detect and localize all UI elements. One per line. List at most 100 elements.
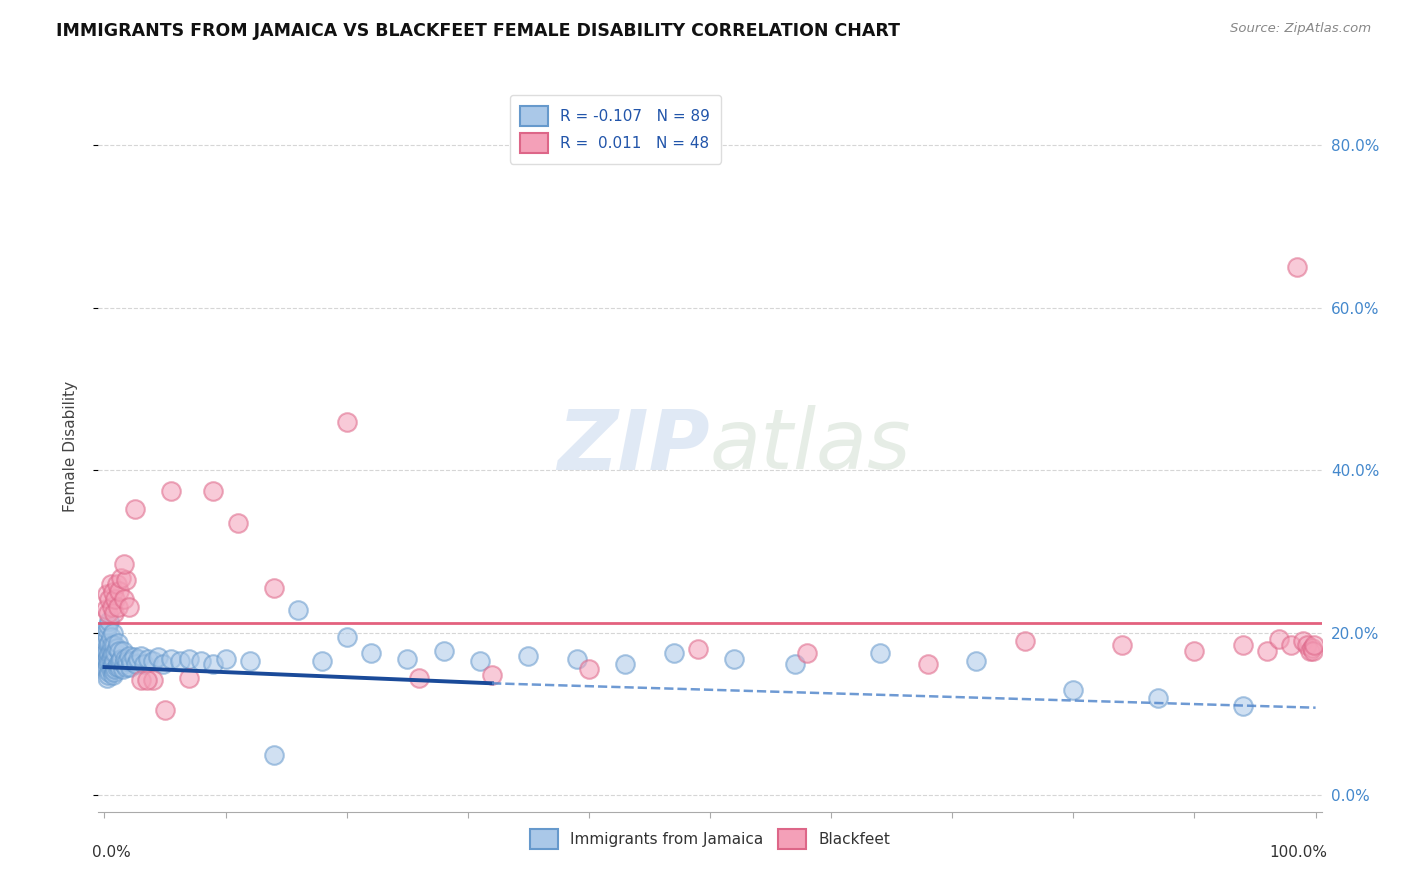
Text: Source: ZipAtlas.com: Source: ZipAtlas.com xyxy=(1230,22,1371,36)
Point xyxy=(124,502,146,516)
Point xyxy=(136,652,159,666)
Y-axis label: Female Disability: Female Disability xyxy=(63,380,77,512)
Point xyxy=(160,483,183,498)
Point xyxy=(96,644,118,658)
Point xyxy=(108,660,131,674)
Point xyxy=(468,654,491,668)
Point xyxy=(103,638,125,652)
Point xyxy=(169,654,191,668)
Point xyxy=(360,646,382,660)
Text: atlas: atlas xyxy=(710,406,911,486)
Point xyxy=(135,673,157,687)
Point xyxy=(100,630,122,644)
Point xyxy=(336,415,359,429)
Text: 0.0%: 0.0% xyxy=(93,845,131,860)
Point xyxy=(98,614,121,628)
Point xyxy=(97,606,120,620)
Point xyxy=(1268,632,1291,647)
Point xyxy=(239,654,262,668)
Point xyxy=(1184,644,1206,658)
Point xyxy=(311,654,333,668)
Point xyxy=(662,646,685,660)
Point xyxy=(1286,260,1309,275)
Point xyxy=(111,663,134,677)
Point xyxy=(336,630,359,644)
Point xyxy=(481,668,503,682)
Point xyxy=(100,663,122,677)
Point xyxy=(97,668,120,682)
Point xyxy=(565,652,588,666)
Point xyxy=(1256,644,1278,658)
Point xyxy=(98,635,121,649)
Point xyxy=(96,671,118,685)
Point xyxy=(263,581,285,595)
Point xyxy=(263,747,285,762)
Point xyxy=(179,652,201,666)
Point xyxy=(142,654,165,668)
Point xyxy=(578,663,600,677)
Point xyxy=(190,654,212,668)
Point xyxy=(101,626,124,640)
Point xyxy=(98,646,121,660)
Point xyxy=(1292,634,1315,648)
Point xyxy=(1232,699,1254,714)
Point xyxy=(103,606,125,620)
Point xyxy=(179,671,201,685)
Point xyxy=(287,603,309,617)
Point xyxy=(100,652,122,666)
Point xyxy=(97,648,120,663)
Point xyxy=(103,665,125,679)
Point xyxy=(96,652,118,666)
Point xyxy=(98,654,121,668)
Point xyxy=(125,657,148,671)
Point xyxy=(94,663,117,677)
Point xyxy=(108,644,131,658)
Point xyxy=(614,657,637,671)
Point xyxy=(214,652,236,666)
Point xyxy=(114,652,136,666)
Point xyxy=(134,657,156,671)
Point xyxy=(97,617,120,632)
Point xyxy=(111,644,134,658)
Point xyxy=(107,657,129,671)
Point xyxy=(146,650,169,665)
Point xyxy=(1298,644,1320,658)
Point xyxy=(107,635,129,649)
Point xyxy=(160,652,183,666)
Point xyxy=(104,591,127,606)
Point xyxy=(101,585,124,599)
Point xyxy=(1296,638,1319,652)
Point xyxy=(105,660,128,674)
Point xyxy=(112,591,135,606)
Point xyxy=(202,483,225,498)
Point xyxy=(94,654,117,668)
Point xyxy=(1303,638,1326,652)
Point xyxy=(202,657,225,671)
Legend: Immigrants from Jamaica, Blackfeet: Immigrants from Jamaica, Blackfeet xyxy=(523,822,897,856)
Point xyxy=(104,663,127,677)
Point xyxy=(408,671,430,685)
Point xyxy=(107,599,129,614)
Point xyxy=(98,591,121,606)
Point xyxy=(100,577,122,591)
Point xyxy=(1111,638,1133,652)
Point xyxy=(1014,634,1036,648)
Text: 100.0%: 100.0% xyxy=(1270,845,1327,860)
Point xyxy=(686,642,709,657)
Point xyxy=(101,657,124,671)
Point xyxy=(96,622,118,636)
Point xyxy=(94,626,117,640)
Point xyxy=(966,654,988,668)
Text: ZIP: ZIP xyxy=(557,406,710,486)
Point xyxy=(103,654,125,668)
Point xyxy=(118,660,141,674)
Point xyxy=(1279,638,1302,652)
Point xyxy=(108,583,131,598)
Point xyxy=(129,648,152,663)
Point xyxy=(110,652,132,666)
Point xyxy=(517,648,540,663)
Point xyxy=(100,644,122,658)
Point xyxy=(115,573,138,587)
Point xyxy=(129,673,152,687)
Point xyxy=(1147,690,1170,705)
